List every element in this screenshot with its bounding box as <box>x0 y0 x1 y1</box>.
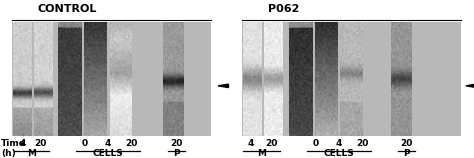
Text: 20: 20 <box>126 139 138 148</box>
Text: 4: 4 <box>336 139 342 148</box>
Text: CONTROL: CONTROL <box>38 4 97 14</box>
Text: (h): (h) <box>1 149 16 158</box>
Text: P: P <box>403 149 410 158</box>
Polygon shape <box>466 84 474 88</box>
Text: 20: 20 <box>34 139 46 148</box>
Text: 20: 20 <box>356 139 369 148</box>
Text: P: P <box>173 149 180 158</box>
Text: 0: 0 <box>312 139 318 148</box>
Text: 20: 20 <box>170 139 182 148</box>
Text: 20: 20 <box>265 139 277 148</box>
Text: 0: 0 <box>82 139 87 148</box>
Text: 4: 4 <box>19 139 26 148</box>
Text: M: M <box>257 149 265 158</box>
Text: CELLS: CELLS <box>93 149 123 158</box>
Polygon shape <box>218 84 228 88</box>
Bar <box>242 22 461 136</box>
Text: Time: Time <box>1 139 26 148</box>
Text: P062: P062 <box>268 4 299 14</box>
Text: M: M <box>27 149 36 158</box>
Text: 4: 4 <box>248 139 255 148</box>
Text: CELLS: CELLS <box>324 149 354 158</box>
Bar <box>12 22 211 136</box>
Text: 4: 4 <box>105 139 111 148</box>
Text: 20: 20 <box>401 139 413 148</box>
